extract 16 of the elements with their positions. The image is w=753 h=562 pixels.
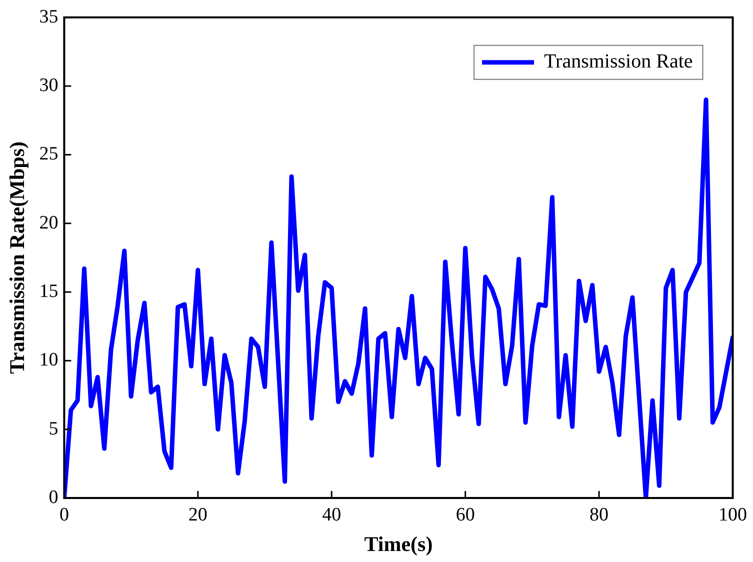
- y-tick-label: 10: [39, 350, 58, 371]
- y-axis-title: Transmission Rate(Mbps): [5, 142, 30, 374]
- x-axis-title: Time(s): [364, 532, 433, 556]
- y-tick-label: 25: [39, 144, 58, 165]
- y-tick-label: 20: [39, 212, 58, 234]
- x-tick-label: 80: [590, 504, 609, 526]
- x-tick-label: 100: [718, 504, 747, 526]
- x-tick-label: 20: [188, 504, 208, 526]
- legend-label: Transmission Rate: [544, 50, 693, 73]
- y-tick-label: 30: [39, 75, 58, 96]
- y-tick-label: 5: [48, 418, 58, 440]
- y-tick-label: 0: [48, 486, 58, 508]
- x-tick-label: 60: [456, 504, 475, 526]
- y-tick-label: 15: [39, 281, 58, 302]
- y-tick-label: 35: [39, 6, 58, 28]
- x-tick-label: 40: [322, 504, 342, 526]
